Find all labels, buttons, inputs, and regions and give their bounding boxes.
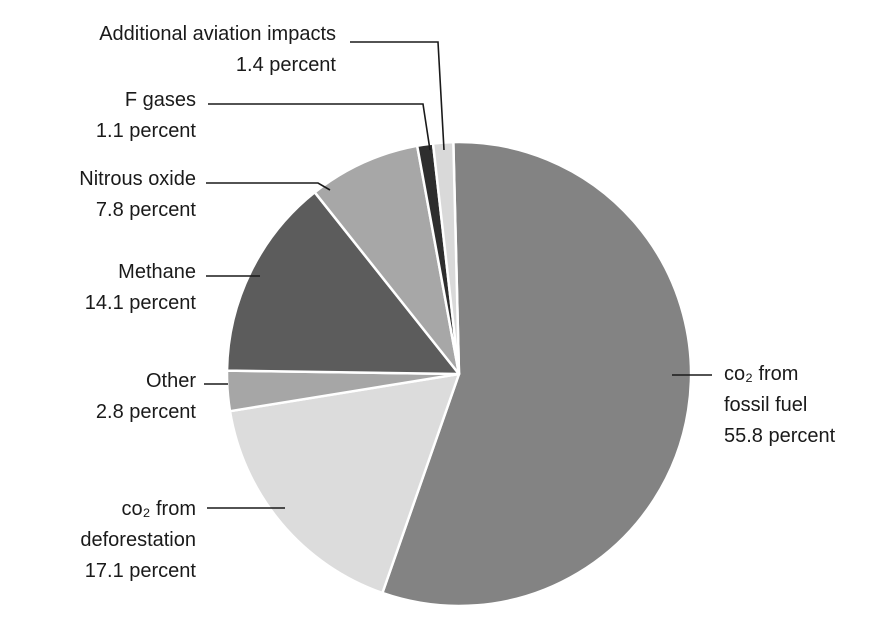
- leader-line-additional-aviation-impacts: [350, 41, 445, 151]
- slice-value-label: 17.1 percent: [85, 560, 197, 582]
- slice-value-label: 2.8 percent: [96, 401, 197, 423]
- slice-name-line: deforestation: [80, 529, 196, 551]
- slice-value-label: 14.1 percent: [85, 292, 197, 314]
- leader-lines: [204, 41, 712, 509]
- slice-label-co-from-deforestation: co₂ from deforestation 17.1 percent: [80, 498, 196, 582]
- pie-slice-co-from-deforestation: [228, 372, 461, 595]
- slice-label-methane: Methane 14.1 percent: [85, 261, 197, 314]
- slice-value-label: 7.8 percent: [96, 199, 197, 221]
- slice-name-line: fossil fuel: [724, 394, 807, 416]
- slice-name-line: Other: [146, 370, 196, 392]
- slice-name-line: co₂ from: [724, 363, 798, 385]
- pie-slice-nitrous-oxide: [313, 144, 461, 376]
- slice-label-additional-aviation-impacts: Additional aviation impacts 1.4 percent: [99, 23, 336, 76]
- slice-name-line: F gases: [125, 89, 196, 111]
- slice-value-label: 55.8 percent: [724, 425, 836, 447]
- slice-label-nitrous-oxide: Nitrous oxide 7.8 percent: [79, 168, 196, 221]
- leader-line-f-gases: [208, 103, 431, 151]
- slice-name-line: co₂ from: [122, 498, 196, 520]
- slice-label-other: Other 2.8 percent: [96, 370, 197, 423]
- slice-label-co-from-fossil-fuel: co₂ from fossil fuel 55.8 percent: [724, 363, 836, 447]
- slice-name-line: Additional aviation impacts: [99, 23, 336, 45]
- pie-slices: [225, 140, 693, 608]
- slice-name-line: Methane: [118, 261, 196, 283]
- pie-slice-co-from-fossil-fuel: [381, 140, 693, 608]
- slice-name-line: Nitrous oxide: [79, 168, 196, 190]
- leader-line-nitrous-oxide: [206, 182, 331, 191]
- slice-labels: co₂ from fossil fuel 55.8 percent co₂ from d…: [79, 23, 835, 582]
- pie-slice-methane: [225, 191, 461, 376]
- slice-value-label: 1.4 percent: [236, 54, 337, 76]
- slice-value-label: 1.1 percent: [96, 120, 197, 142]
- slice-label-f-gases: F gases 1.1 percent: [96, 89, 197, 142]
